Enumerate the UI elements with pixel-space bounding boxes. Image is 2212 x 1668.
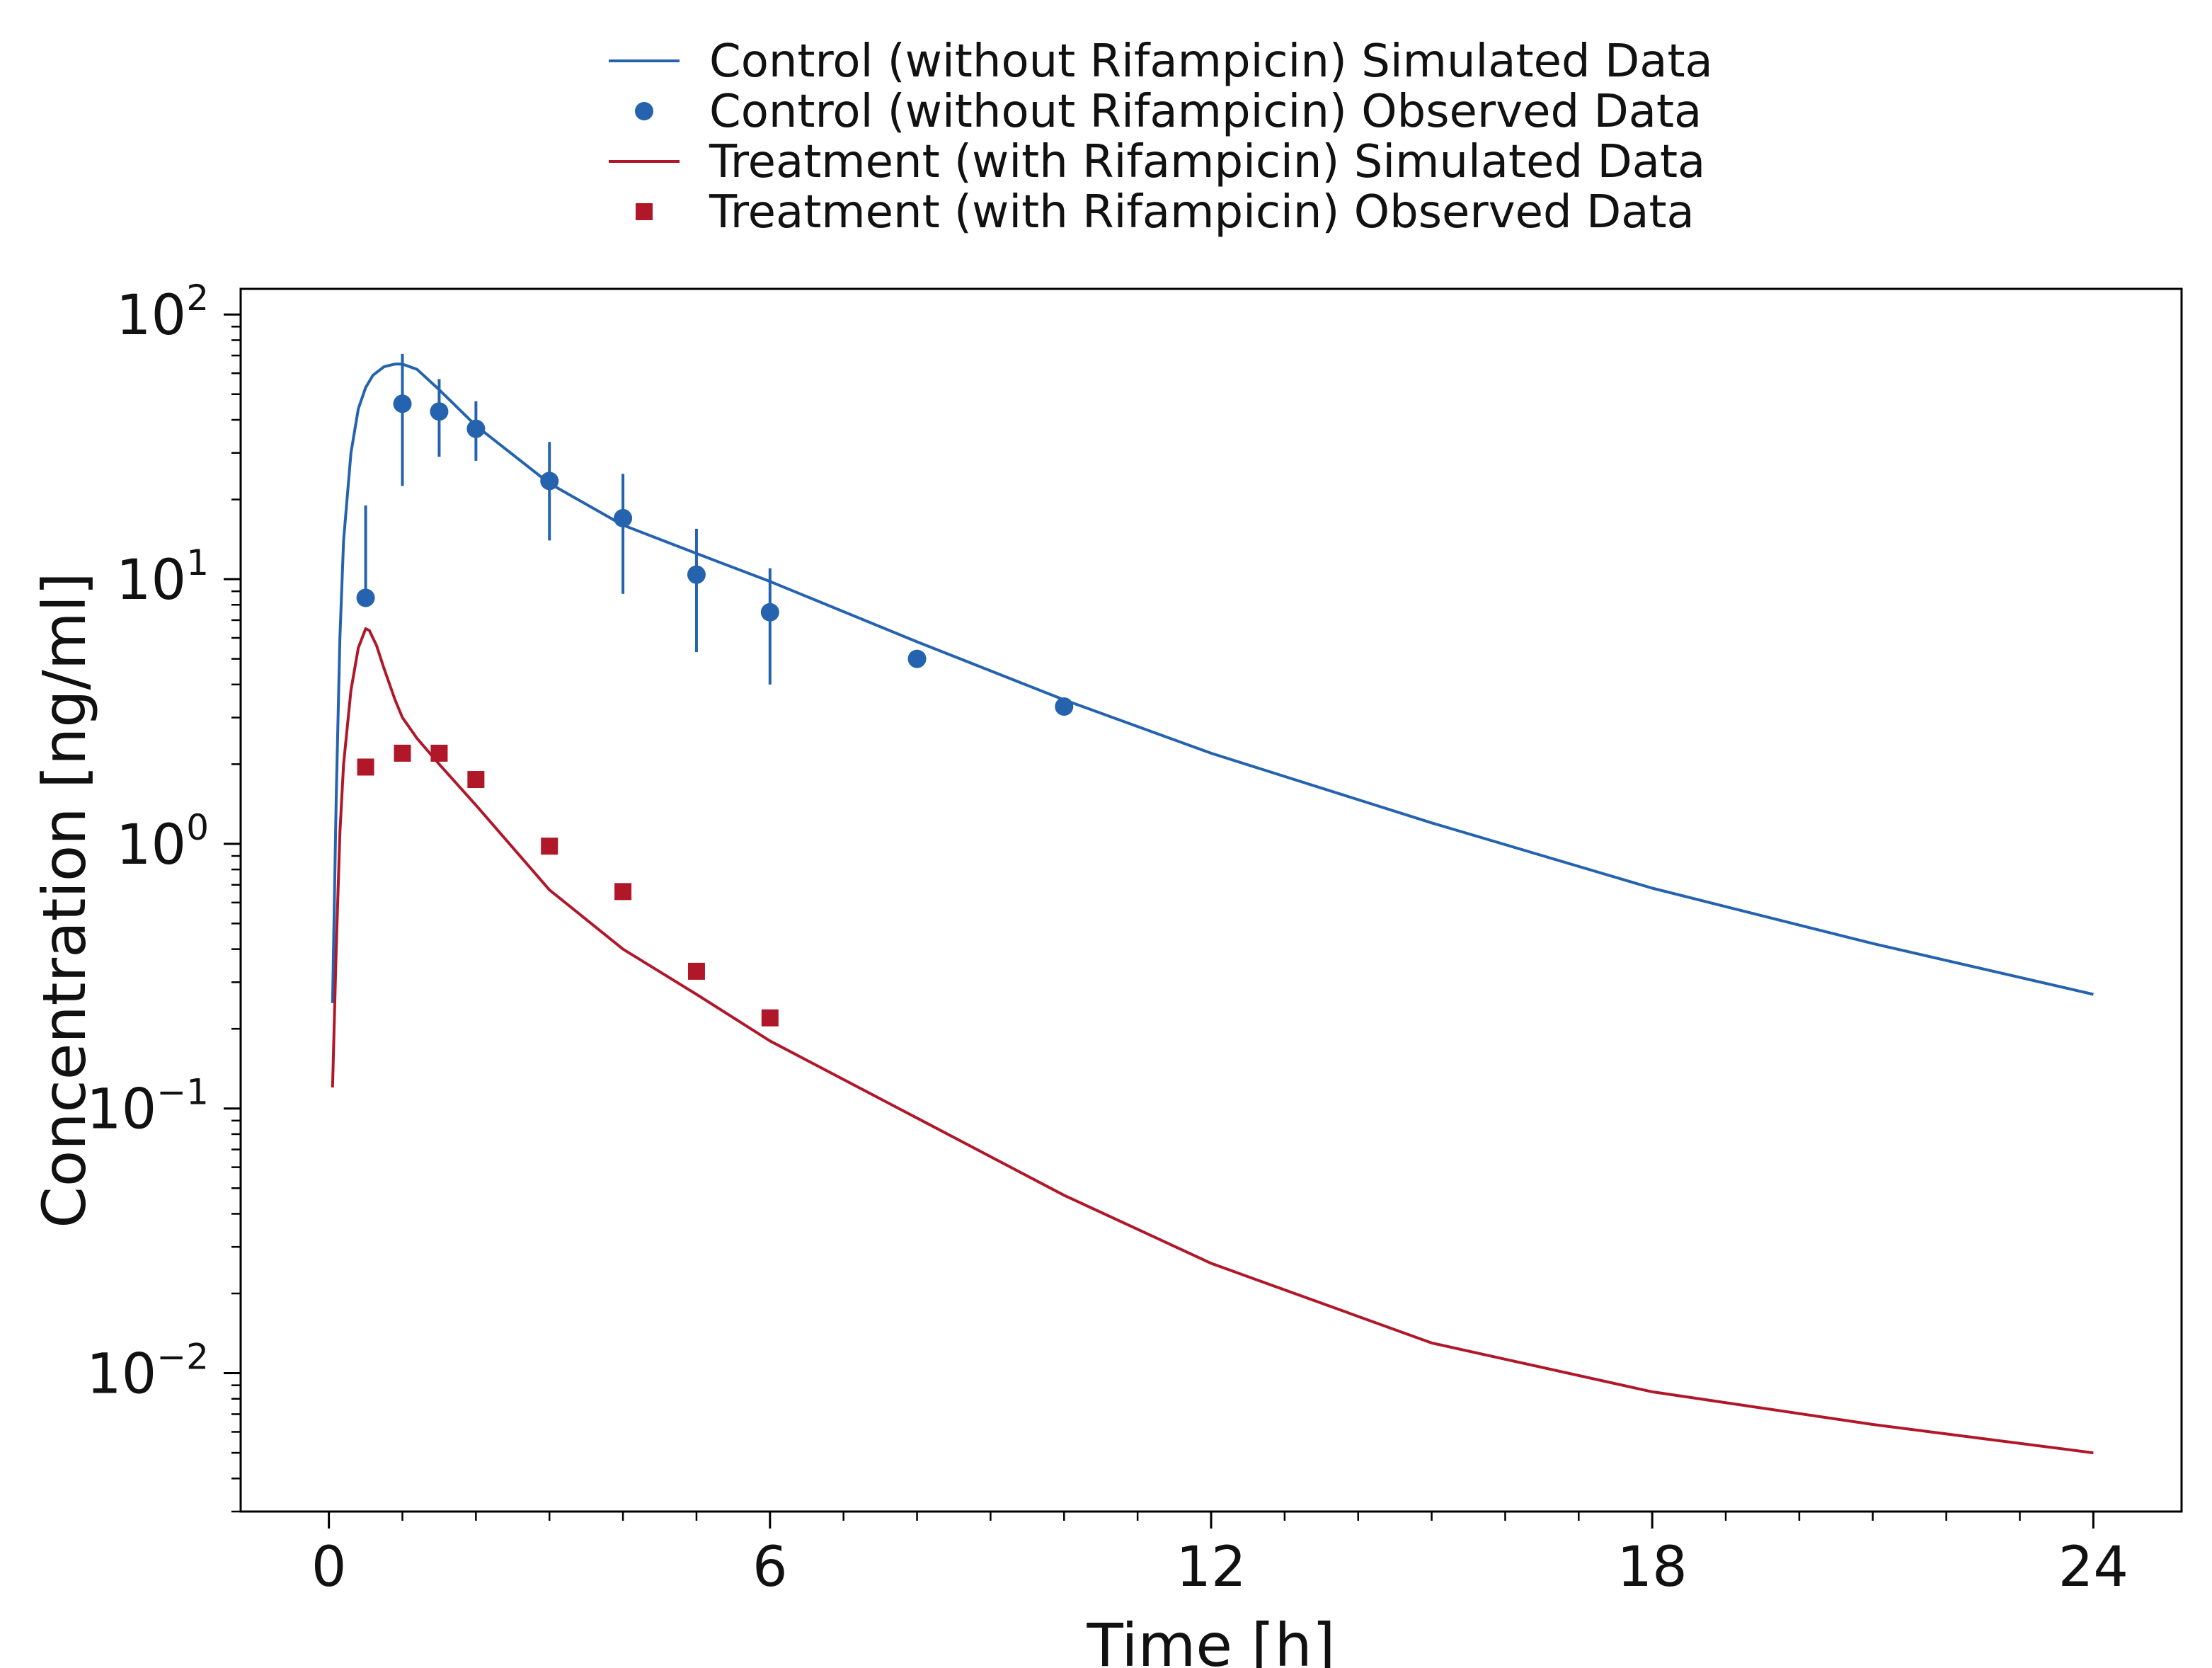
legend: Control (without Rifampicin) Simulated D… xyxy=(609,35,1713,239)
y-tick-exponent: 2 xyxy=(186,278,209,319)
treatment-observed-point xyxy=(357,758,374,776)
control-observed-point xyxy=(760,602,779,622)
y-tick-label: 102 xyxy=(116,278,209,348)
y-tick-label: 100 xyxy=(116,807,209,877)
y-tick-exponent: −2 xyxy=(156,1337,209,1378)
control-observed-point xyxy=(466,419,486,438)
y-tick-exponent: −1 xyxy=(156,1072,209,1113)
treatment-observed-point xyxy=(761,1009,779,1027)
legend-label: Control (without Rifampicin) Simulated D… xyxy=(709,35,1713,88)
control_sim-line xyxy=(331,362,2094,1003)
treatment-observed-point xyxy=(687,962,705,980)
y-tick-base: 10 xyxy=(86,1078,156,1142)
y-axis-label: Concentration [ng/ml] xyxy=(30,572,99,1228)
x-tick-label: 24 xyxy=(2058,1536,2128,1599)
control-observed-point xyxy=(393,394,412,413)
y-tick-base: 10 xyxy=(116,549,186,612)
legend-square-swatch xyxy=(636,203,653,220)
x-axis-label: Time [h] xyxy=(1086,1611,1335,1668)
y-tick-exponent: 0 xyxy=(186,807,209,848)
legend-label: Control (without Rifampicin) Observed Da… xyxy=(709,86,1702,138)
legend-label: Treatment (with Rifampicin) Observed Dat… xyxy=(709,186,1695,239)
treatment_sim-line xyxy=(331,627,2094,1455)
series-layer xyxy=(331,353,2094,1455)
control-observed-point xyxy=(907,649,927,668)
x-tick-label: 0 xyxy=(311,1536,347,1599)
x-tick-label: 18 xyxy=(1617,1536,1687,1599)
treatment-observed-point xyxy=(541,838,558,855)
treatment-observed-point xyxy=(394,744,411,762)
y-tick-base: 10 xyxy=(116,813,186,877)
control-observed-point xyxy=(614,508,633,527)
control-observed-point xyxy=(356,588,375,607)
control-observed-point xyxy=(687,565,706,584)
y-tick-label: 10−1 xyxy=(86,1072,209,1142)
treatment-observed-point xyxy=(614,883,632,901)
treatment-observed-point xyxy=(467,771,485,789)
x-tick-label: 12 xyxy=(1176,1536,1246,1599)
x-tick-label: 6 xyxy=(752,1536,788,1599)
control-observed-point xyxy=(1055,697,1074,716)
legend-label: Treatment (with Rifampicin) Simulated Da… xyxy=(709,136,1705,188)
y-tick-exponent: 1 xyxy=(186,542,209,583)
plot-area xyxy=(239,287,2183,1513)
control-observed-point xyxy=(430,402,449,421)
treatment-observed-point xyxy=(430,744,448,762)
y-tick-label: 101 xyxy=(116,542,209,612)
x-axis: 0 6 12 18 24 xyxy=(311,1512,2128,1599)
legend-circle-swatch xyxy=(635,102,653,120)
y-tick-base: 10 xyxy=(116,284,186,348)
control-observed-point xyxy=(540,472,559,491)
y-tick-base: 10 xyxy=(86,1343,156,1407)
y-tick-label: 10−2 xyxy=(86,1337,209,1407)
